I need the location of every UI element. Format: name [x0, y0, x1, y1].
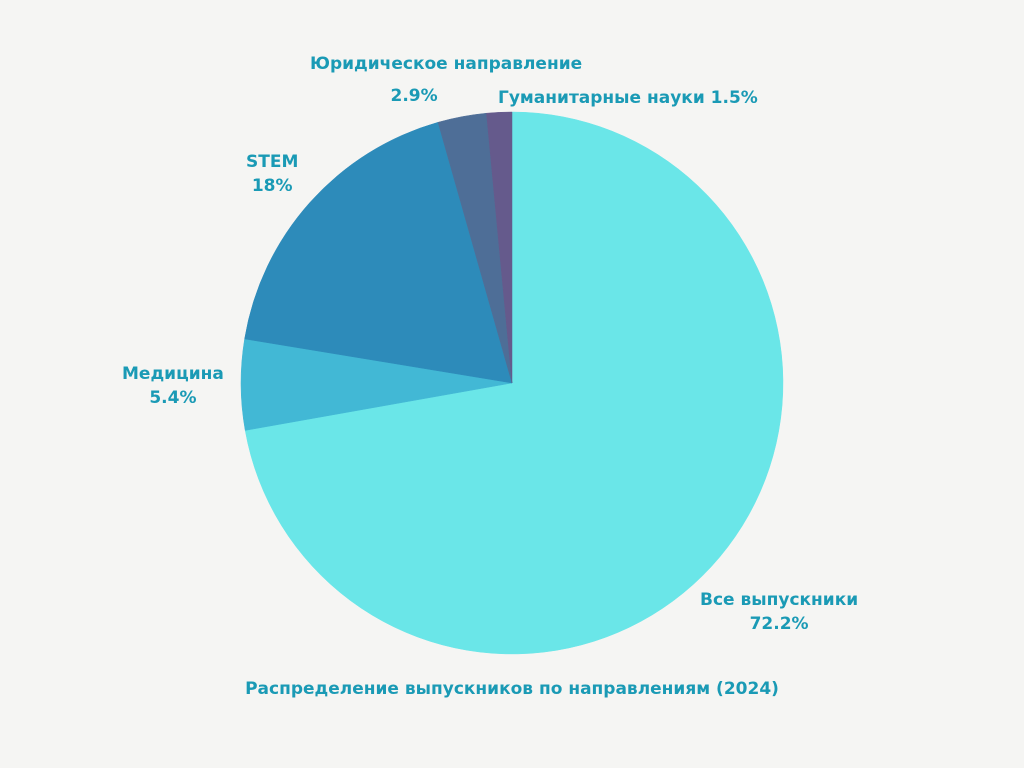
slice-value: 1.5% [710, 88, 758, 108]
slice-label: STEM [246, 152, 299, 172]
slice-value: 18% [251, 176, 293, 196]
chart-title: Распределение выпускников по направления… [245, 679, 779, 699]
pie-slice-4 [486, 111, 513, 384]
slice-label: Гуманитарные науки [498, 88, 705, 108]
label-medicine: Медицина 5.4% [122, 362, 224, 410]
pie-slice-2 [244, 121, 513, 384]
slice-label: Все выпускники [700, 590, 859, 610]
pie-slice-0 [244, 111, 784, 655]
slice-label: Медицина [122, 364, 224, 384]
label-humanities: Гуманитарные науки 1.5% [498, 86, 758, 110]
slice-value: 72.2% [749, 614, 809, 634]
slice-value: 2.9% [390, 86, 438, 106]
label-law: Юридическое направление 2.9% [310, 52, 583, 106]
slice-value: 5.4% [149, 388, 197, 408]
label-stem: STEM 18% [246, 150, 298, 198]
label-all-graduates: Все выпускники 72.2% [700, 588, 858, 636]
slice-label: Юридическое направление [310, 54, 583, 74]
